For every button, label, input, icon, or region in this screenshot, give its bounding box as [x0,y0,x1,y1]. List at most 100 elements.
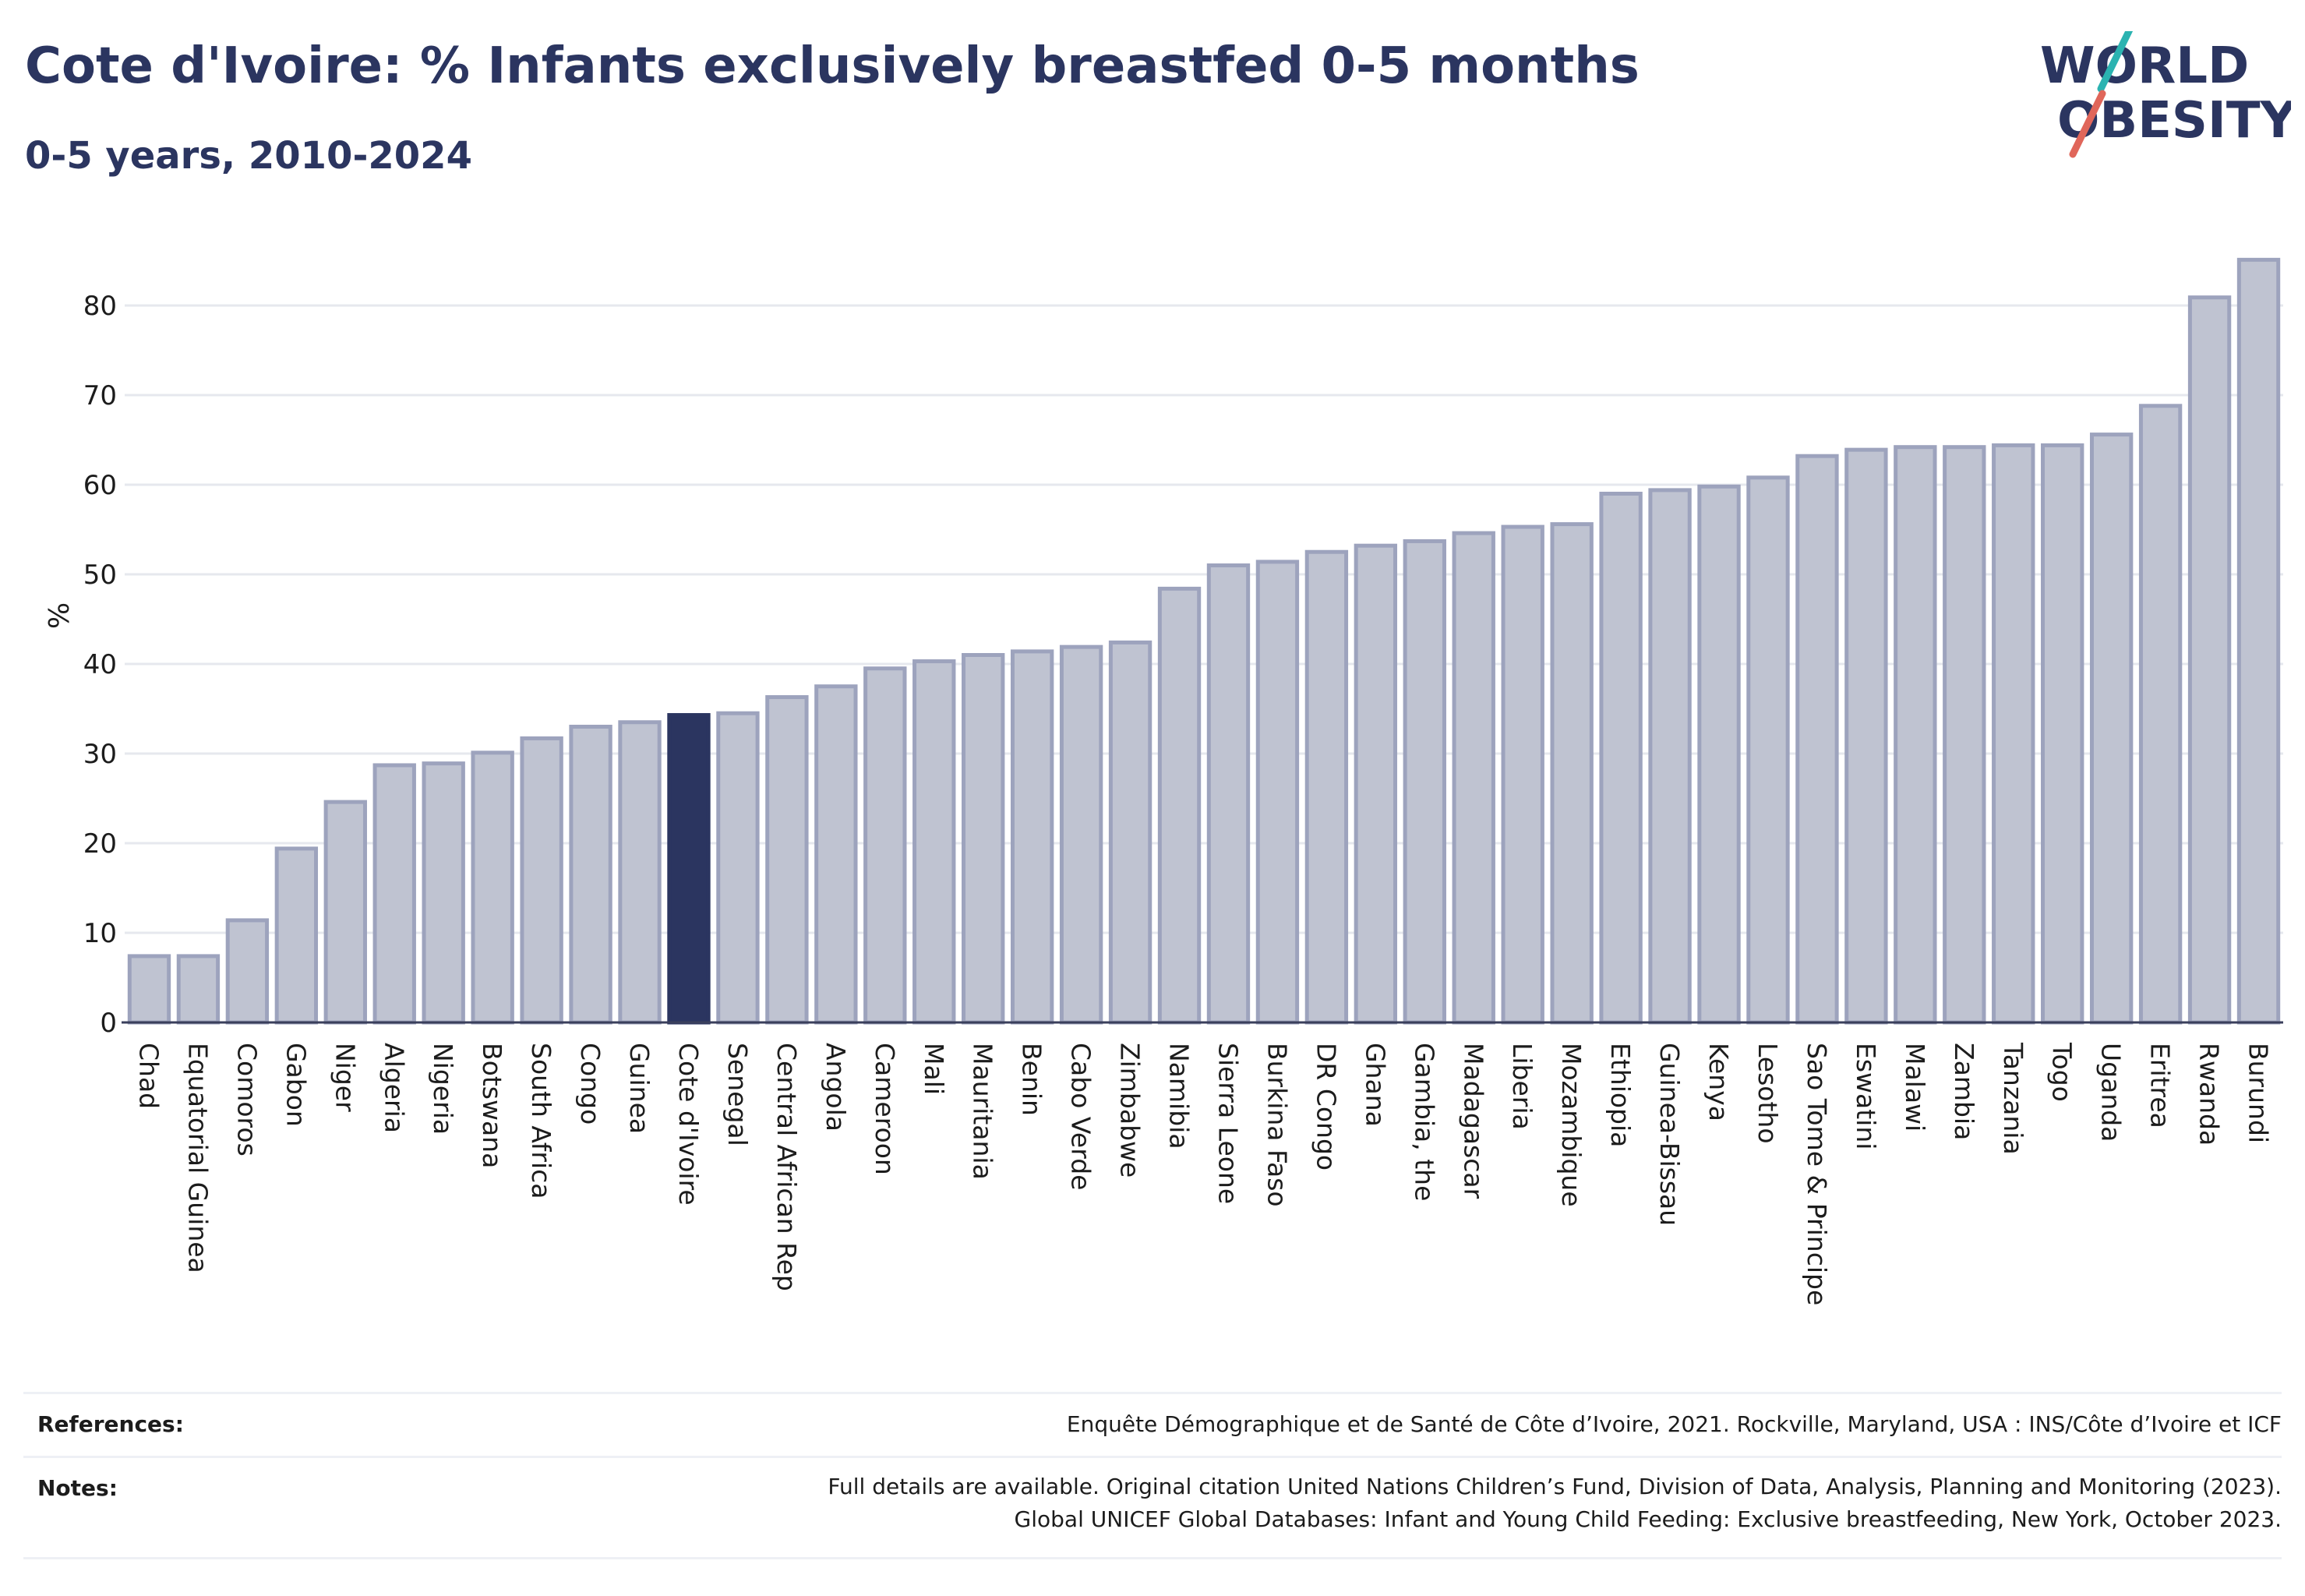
x-tick-label: Senegal [722,1043,753,1146]
x-tick-label: Botswana [477,1043,507,1168]
x-tick-label: Guinea [624,1043,655,1134]
bar [1943,445,1986,1025]
bar [1844,447,1888,1025]
x-tick-label: Sao Tome & Principe [1802,1043,1832,1305]
x-tick-label: Burkina Faso [1262,1043,1292,1207]
x-tick-label: Ghana [1360,1043,1390,1127]
bar [1304,549,1349,1025]
bar [962,653,1005,1025]
notes-row: Notes: Full details are available. Origi… [23,1456,2282,1559]
x-tick-label: Guinea-Bissau [1654,1043,1685,1226]
x-tick-label: Cote d'Ivoire [673,1043,704,1206]
bar [2089,433,2134,1025]
y-tick-label: 50 [83,560,117,591]
x-tick-label: Angola [821,1043,851,1132]
x-tick-label: Benin [1017,1043,1047,1116]
x-tick-label: Zambia [1949,1043,1979,1140]
bar [1452,531,1495,1025]
bar [1403,538,1446,1025]
bar [422,761,465,1025]
bar [1550,522,1594,1025]
bar [814,684,858,1025]
bar [912,659,956,1025]
bar [2138,404,2183,1025]
bar [1010,649,1054,1025]
logo-slash-red [2069,90,2106,158]
bar [471,750,514,1025]
x-tick-label: Comoros [231,1043,262,1156]
x-tick-label: Eswatini [1851,1043,1881,1149]
x-tick-label: Mali [919,1043,949,1095]
references-row: References: Enquête Démographique et de … [23,1392,2282,1457]
bar [372,763,416,1025]
bar [618,720,662,1025]
x-tick-label: Gambia, the [1409,1043,1439,1201]
bar [2041,443,2084,1025]
footer-bottom-rule [23,1557,2282,1559]
bar [1206,563,1251,1025]
y-tick-label: 10 [83,918,117,949]
bar [765,695,809,1025]
x-tick-label: Namibia [1164,1043,1195,1149]
x-tick-label: Equatorial Guinea [182,1043,213,1273]
x-tick-label: Liberia [1507,1043,1537,1130]
notes-line-1: Full details are available. Original cit… [828,1474,2282,1499]
logo-line1: WORLD [2040,37,2249,95]
x-tick-label: Burundi [2243,1043,2274,1143]
references-text: Enquête Démographique et de Santé de Côt… [1066,1411,2282,1437]
footer: References: Enquête Démographique et de … [23,1392,2282,1563]
notes-text: Full details are available. Original cit… [828,1471,2282,1536]
x-tick-label: Gabon [281,1043,311,1127]
bar [2236,257,2281,1025]
x-tick-label: Nigeria [428,1043,458,1135]
chart-title: Cote d'Ivoire: % Infants exclusively bre… [25,37,1640,95]
x-tick-label: Uganda [2096,1043,2127,1142]
x-tick-label: Sierra Leone [1213,1043,1243,1204]
bar [520,736,563,1025]
bar [176,954,221,1025]
x-axis-labels: Chad Equatorial Guinea Comoros Gabon Niger Al… [133,1042,2273,1305]
x-tick-label: DR Congo [1311,1043,1341,1171]
bar-highlighted [667,713,711,1025]
y-tick-label: 0 [100,1008,117,1039]
y-tick-label: 40 [83,649,117,680]
bar [1746,475,1790,1025]
x-tick-label: Eritrea [2145,1043,2176,1128]
bar [569,725,612,1025]
bar [1108,640,1152,1025]
x-tick-label: Tanzania [1998,1042,2028,1155]
bar [863,666,907,1025]
bar [1992,443,2035,1025]
bar [323,800,367,1025]
x-tick-label: Niger [330,1043,360,1112]
bar [225,918,270,1025]
x-tick-label: Kenya [1703,1043,1734,1121]
y-axis-ticks: 0 10 20 30 40 50 60 70 80 [83,291,117,1039]
bar [1255,560,1300,1025]
bar [716,711,760,1025]
bar [1648,488,1692,1025]
x-tick-label: Central African Rep [771,1043,802,1291]
bars [127,257,2281,1025]
bar [1894,445,1937,1025]
x-tick-label: Madagascar [1458,1043,1488,1199]
x-tick-label: Cameroon [870,1043,900,1175]
x-tick-label: Congo [575,1043,605,1125]
bar [274,846,319,1025]
bar [1157,586,1202,1025]
x-tick-label: Mauritania [968,1043,998,1180]
x-tick-label: Zimbabwe [1115,1043,1145,1178]
bar [1501,524,1544,1025]
references-label: References: [37,1411,184,1437]
bar [1795,454,1839,1025]
y-tick-label: 70 [83,380,117,411]
notes-label: Notes: [37,1475,118,1501]
x-tick-label: Chad [133,1043,164,1109]
x-tick-label: Lesotho [1753,1043,1783,1144]
bar [1599,492,1643,1025]
x-tick-label: Cabo Verde [1066,1043,1096,1190]
y-axis-label: % [41,602,73,629]
x-tick-label: South Africa [526,1043,556,1199]
bar [2187,295,2232,1025]
